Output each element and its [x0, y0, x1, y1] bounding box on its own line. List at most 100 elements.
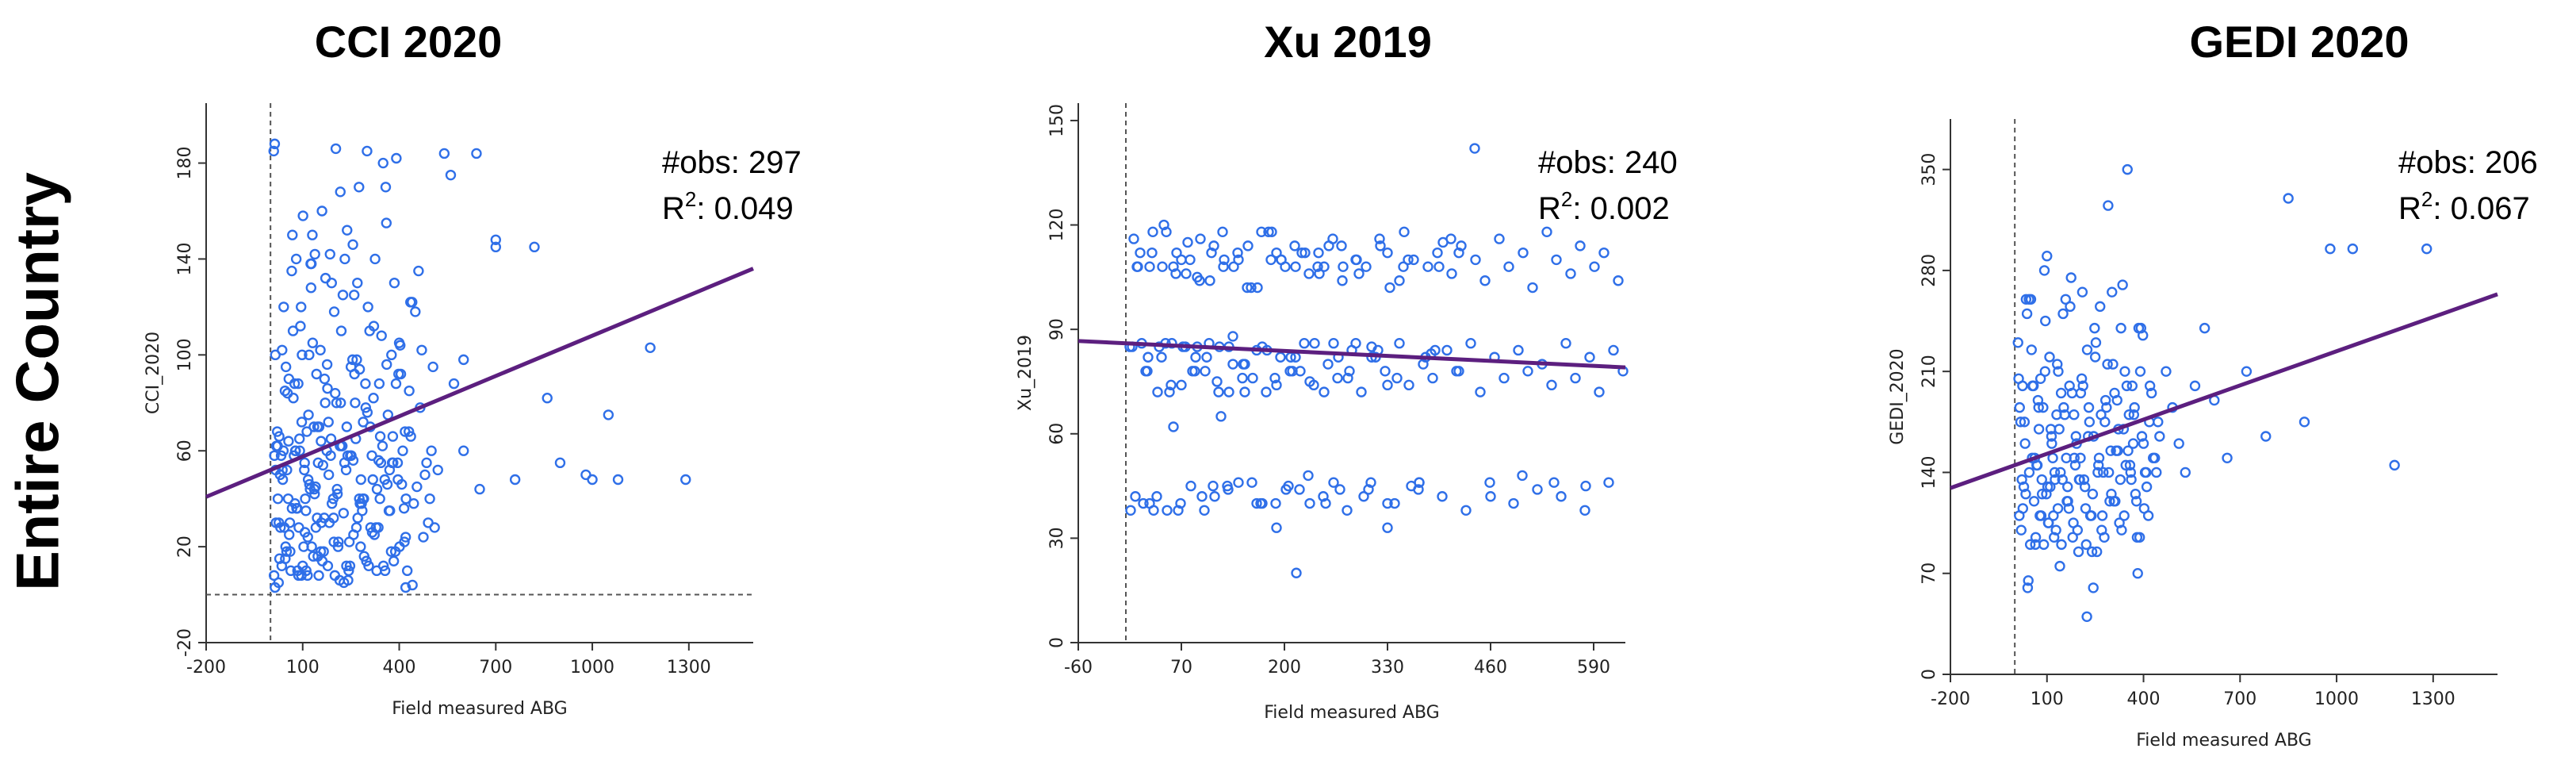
- scatter-point: [385, 546, 397, 557]
- scatter-point: [1239, 386, 1250, 397]
- scatter-point: [2120, 459, 2131, 471]
- scatter-point: [270, 440, 282, 451]
- y-tick-label: 150: [1047, 104, 1067, 137]
- scatter-point: [1342, 372, 1353, 384]
- scatter-point: [1303, 470, 1314, 482]
- scatter-point: [1227, 331, 1238, 342]
- scatter-point: [2062, 481, 2073, 493]
- scatter-point: [1227, 359, 1238, 370]
- scatter-point: [2134, 532, 2145, 543]
- scatter-point: [287, 229, 298, 240]
- scatter-point: [1185, 480, 1196, 492]
- scatter-point: [2076, 286, 2088, 298]
- scatter-point: [1460, 505, 1472, 516]
- scatter-point: [2132, 568, 2143, 579]
- x-axis-label: Field measured ABG: [392, 699, 567, 719]
- scatter-point: [2115, 322, 2126, 334]
- y-tick-label: 90: [1047, 318, 1067, 340]
- scatter-point: [554, 457, 566, 469]
- y-tick-label: 140: [175, 242, 195, 275]
- scatter-point: [296, 417, 308, 428]
- scatter-point: [1389, 497, 1400, 509]
- scatter-point: [1453, 247, 1464, 259]
- scatter-point: [368, 321, 380, 332]
- scatter-point: [300, 505, 312, 516]
- scatter-point: [2093, 452, 2105, 463]
- scatter-point: [2154, 431, 2165, 442]
- scatter-point: [1252, 282, 1263, 294]
- scatter-point: [393, 368, 404, 380]
- scatter-point: [1143, 351, 1154, 363]
- r-squared: R2: 0.002: [1538, 187, 1670, 226]
- x-tick-label: 100: [286, 658, 320, 678]
- scatter-point: [2057, 308, 2069, 320]
- scatter-point: [1175, 497, 1186, 509]
- scatter-point: [287, 325, 299, 336]
- chart-panel-gedi-2020: GEDI 2020 #obs: 206 R2: 0.067 -200 100 400…: [1888, 17, 2538, 751]
- scatter-point: [1508, 497, 1519, 509]
- row-label: Entire Country: [4, 172, 72, 591]
- scatter-point: [1328, 477, 1339, 488]
- scatter-point: [2028, 380, 2039, 392]
- scatter-point: [377, 560, 389, 571]
- scatter-point: [312, 421, 323, 432]
- scatter-point: [308, 421, 320, 432]
- scatter-point: [1185, 254, 1196, 266]
- scatter-point: [347, 455, 359, 466]
- scatter-point: [1290, 261, 1301, 272]
- scatter-point: [281, 546, 293, 557]
- scatter-point: [269, 450, 280, 461]
- scatter-point: [307, 337, 319, 348]
- scatter-point: [350, 522, 362, 533]
- scatter-point: [1532, 484, 1543, 495]
- scatter-point: [1356, 386, 1367, 397]
- scatter-point: [2073, 546, 2084, 558]
- scatter-point: [490, 241, 501, 253]
- scatter-point: [1280, 261, 1291, 272]
- scatter-point: [1270, 497, 1281, 509]
- scatter-point: [1313, 247, 1324, 259]
- scatter-point: [2036, 489, 2048, 500]
- scatter-point: [2075, 452, 2086, 463]
- scatter-point: [280, 541, 291, 552]
- scatter-point: [1484, 477, 1495, 488]
- x-tick-label: -200: [1931, 689, 1970, 709]
- scatter-point: [1269, 372, 1280, 384]
- scatter-point: [1228, 261, 1239, 272]
- scatter-point: [2096, 510, 2108, 521]
- scatter-point: [1171, 247, 1182, 259]
- scatter-point: [2065, 272, 2076, 283]
- scatter-point: [1382, 497, 1393, 509]
- scatter-point: [389, 277, 400, 289]
- scatter-point: [323, 417, 334, 428]
- scatter-point: [360, 402, 372, 413]
- obs-count: #obs: 297: [662, 145, 802, 180]
- scatter-point: [360, 378, 371, 390]
- scatter-point: [471, 148, 482, 159]
- scatter-point: [2050, 474, 2061, 486]
- y-tick-label: 60: [175, 440, 195, 462]
- scatter-point: [1334, 484, 1345, 495]
- scatter-point: [2048, 510, 2059, 521]
- scatter-point: [400, 493, 411, 505]
- scatter-point: [1337, 275, 1348, 286]
- scatter-point: [339, 253, 350, 265]
- scatter-point: [1403, 254, 1414, 266]
- scatter-point: [1366, 341, 1377, 352]
- scatter-point: [2126, 380, 2138, 392]
- scatter-point: [349, 290, 360, 301]
- scatter-point: [1465, 338, 1476, 349]
- scatter-point: [1289, 240, 1300, 251]
- scatter-point: [371, 483, 383, 495]
- scatter-point: [2173, 438, 2184, 449]
- scatter-point: [421, 457, 432, 469]
- scatter-point: [1299, 247, 1311, 259]
- scatter-point: [2067, 532, 2078, 543]
- scatter-point: [312, 551, 323, 562]
- plot-area: [1078, 103, 1625, 643]
- scatter-point: [1391, 372, 1403, 384]
- scatter-point: [1556, 491, 1567, 502]
- x-tick-label: 1300: [2411, 689, 2455, 709]
- scatter-point: [2054, 560, 2065, 572]
- scatter-point: [2042, 517, 2054, 528]
